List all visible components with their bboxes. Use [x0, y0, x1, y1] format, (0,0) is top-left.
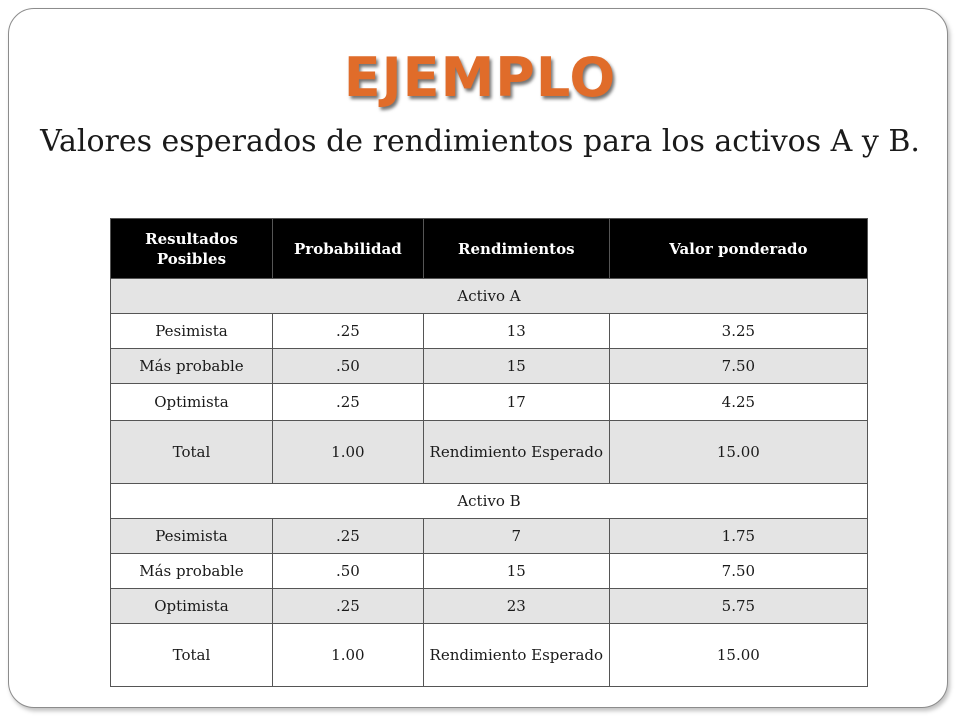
table-cell: 15.00: [608, 623, 869, 687]
table-cell: 15: [422, 348, 610, 384]
slide-subtitle: Valores esperados de rendimientos para l…: [40, 124, 920, 159]
table-cell: 23: [422, 588, 610, 624]
table-row: Más probable .50 15 7.50: [110, 348, 869, 384]
table-cell: Más probable: [110, 348, 273, 384]
table-cell: Total: [110, 623, 273, 687]
table-cell: Pesimista: [110, 518, 273, 554]
table-cell: 3.25: [608, 313, 869, 349]
header-rendimientos: Rendimientos: [422, 218, 610, 279]
header-probabilidad: Probabilidad: [271, 218, 424, 279]
table-cell: Optimista: [110, 383, 273, 421]
header-valor-ponderado: Valor ponderado: [608, 218, 869, 279]
table-cell: 5.75: [608, 588, 869, 624]
table-cell: 7.50: [608, 553, 869, 589]
table-cell: Rendimiento Esperado: [422, 623, 610, 687]
section-label: Activo A: [110, 278, 868, 314]
table-cell: .25: [271, 313, 424, 349]
table-cell: 13: [422, 313, 610, 349]
table-cell: 15: [422, 553, 610, 589]
table-cell: 1.00: [271, 420, 424, 484]
table-cell: 4.25: [608, 383, 869, 421]
table-row: Pesimista .25 13 3.25: [110, 313, 869, 349]
table-header-row: Resultados Posibles Probabilidad Rendimi…: [110, 218, 869, 279]
table-row: Optimista .25 17 4.25: [110, 383, 869, 421]
table-row: Pesimista .25 7 1.75: [110, 518, 869, 554]
section-row-activo-b: Activo B: [110, 483, 868, 519]
table-cell: Más probable: [110, 553, 273, 589]
table-cell: .25: [271, 588, 424, 624]
total-row: Total 1.00 Rendimiento Esperado 15.00: [110, 623, 869, 687]
table-cell: 1.75: [608, 518, 869, 554]
table-cell: 1.00: [271, 623, 424, 687]
table-cell: .50: [271, 348, 424, 384]
table-cell: 15.00: [608, 420, 869, 484]
table-cell: Pesimista: [110, 313, 273, 349]
section-label: Activo B: [110, 483, 868, 519]
table-cell: Total: [110, 420, 273, 484]
table-cell: 7: [422, 518, 610, 554]
header-resultados-posibles: Resultados Posibles: [110, 218, 273, 279]
section-row-activo-a: Activo A: [110, 278, 868, 314]
table-row: Optimista .25 23 5.75: [110, 588, 869, 624]
table-cell: Rendimiento Esperado: [422, 420, 610, 484]
table-row: Más probable .50 15 7.50: [110, 553, 869, 589]
expected-returns-table: Resultados Posibles Probabilidad Rendimi…: [110, 218, 869, 687]
table-cell: 7.50: [608, 348, 869, 384]
total-row: Total 1.00 Rendimiento Esperado 15.00: [110, 420, 869, 484]
table-cell: 17: [422, 383, 610, 421]
table-cell: .25: [271, 383, 424, 421]
table-cell: Optimista: [110, 588, 273, 624]
slide-title: EJEMPLO: [343, 46, 617, 109]
table-cell: .50: [271, 553, 424, 589]
table-cell: .25: [271, 518, 424, 554]
